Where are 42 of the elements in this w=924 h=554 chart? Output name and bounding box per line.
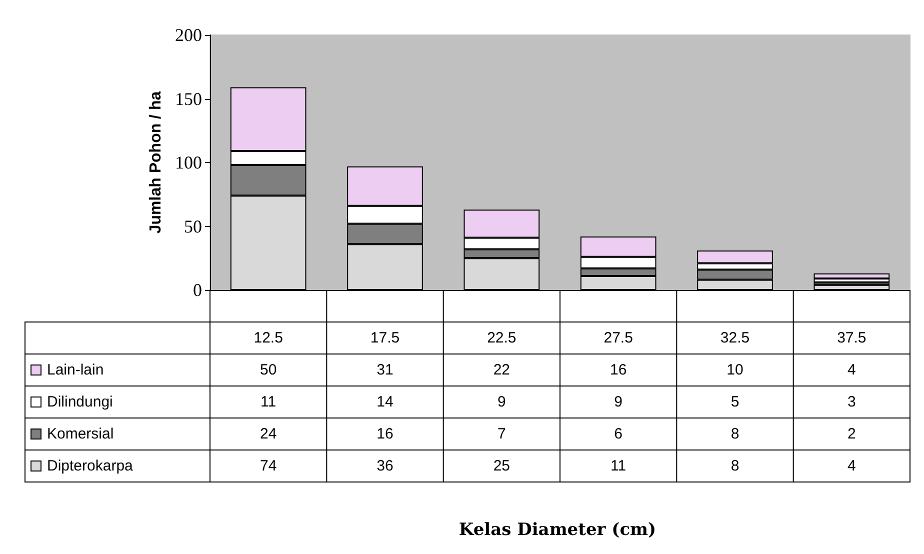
y-tick-label: 50 <box>184 216 202 236</box>
x-tick-label: 22.5 <box>487 330 516 346</box>
legend-label: Dipterokarpa <box>47 458 134 474</box>
x-tick-label: 37.5 <box>837 330 866 346</box>
data-label: 74 <box>260 458 277 474</box>
bar <box>814 273 890 279</box>
data-label: 10 <box>726 362 744 378</box>
y-tick-label: 100 <box>175 152 202 172</box>
data-label: 16 <box>610 362 627 378</box>
data-label: 8 <box>730 426 740 442</box>
data-label: 6 <box>614 426 623 442</box>
y-tick-label: 200 <box>175 25 202 45</box>
data-label: 14 <box>376 394 394 410</box>
x-tick-label: 32.5 <box>720 330 750 346</box>
y-tick-label: 0 <box>193 280 202 300</box>
data-label: 36 <box>376 458 394 474</box>
legend-label: Lain-lain <box>47 362 104 378</box>
data-label: 4 <box>847 458 856 474</box>
data-label: 22 <box>493 362 510 378</box>
data-label: 3 <box>847 394 856 410</box>
y-tick-label: 150 <box>175 88 202 109</box>
data-label: 50 <box>260 362 277 378</box>
data-label: 4 <box>847 362 856 378</box>
data-label: 5 <box>730 394 740 410</box>
data-label: 11 <box>260 394 276 410</box>
legend-label: Komersial <box>47 426 114 442</box>
data-label: 25 <box>493 458 510 474</box>
legend-label: Dilindungi <box>47 394 113 410</box>
y-axis-title: Jumlah Pohon / ha <box>148 91 165 234</box>
x-tick-label: 27.5 <box>604 330 633 346</box>
data-label: 11 <box>610 458 626 474</box>
x-tick-label: 17.5 <box>370 330 400 346</box>
data-label: 2 <box>847 426 856 442</box>
data-label: 9 <box>497 394 506 410</box>
data-label: 8 <box>730 458 740 474</box>
data-label: 16 <box>376 426 394 442</box>
data-label: 31 <box>376 362 394 378</box>
data-label: 7 <box>497 426 506 442</box>
data-label: 24 <box>260 426 277 442</box>
x-tick-label: 12.5 <box>254 330 283 346</box>
text: Kelas Diameter (cm) <box>458 520 656 540</box>
data-label: 9 <box>614 394 623 410</box>
